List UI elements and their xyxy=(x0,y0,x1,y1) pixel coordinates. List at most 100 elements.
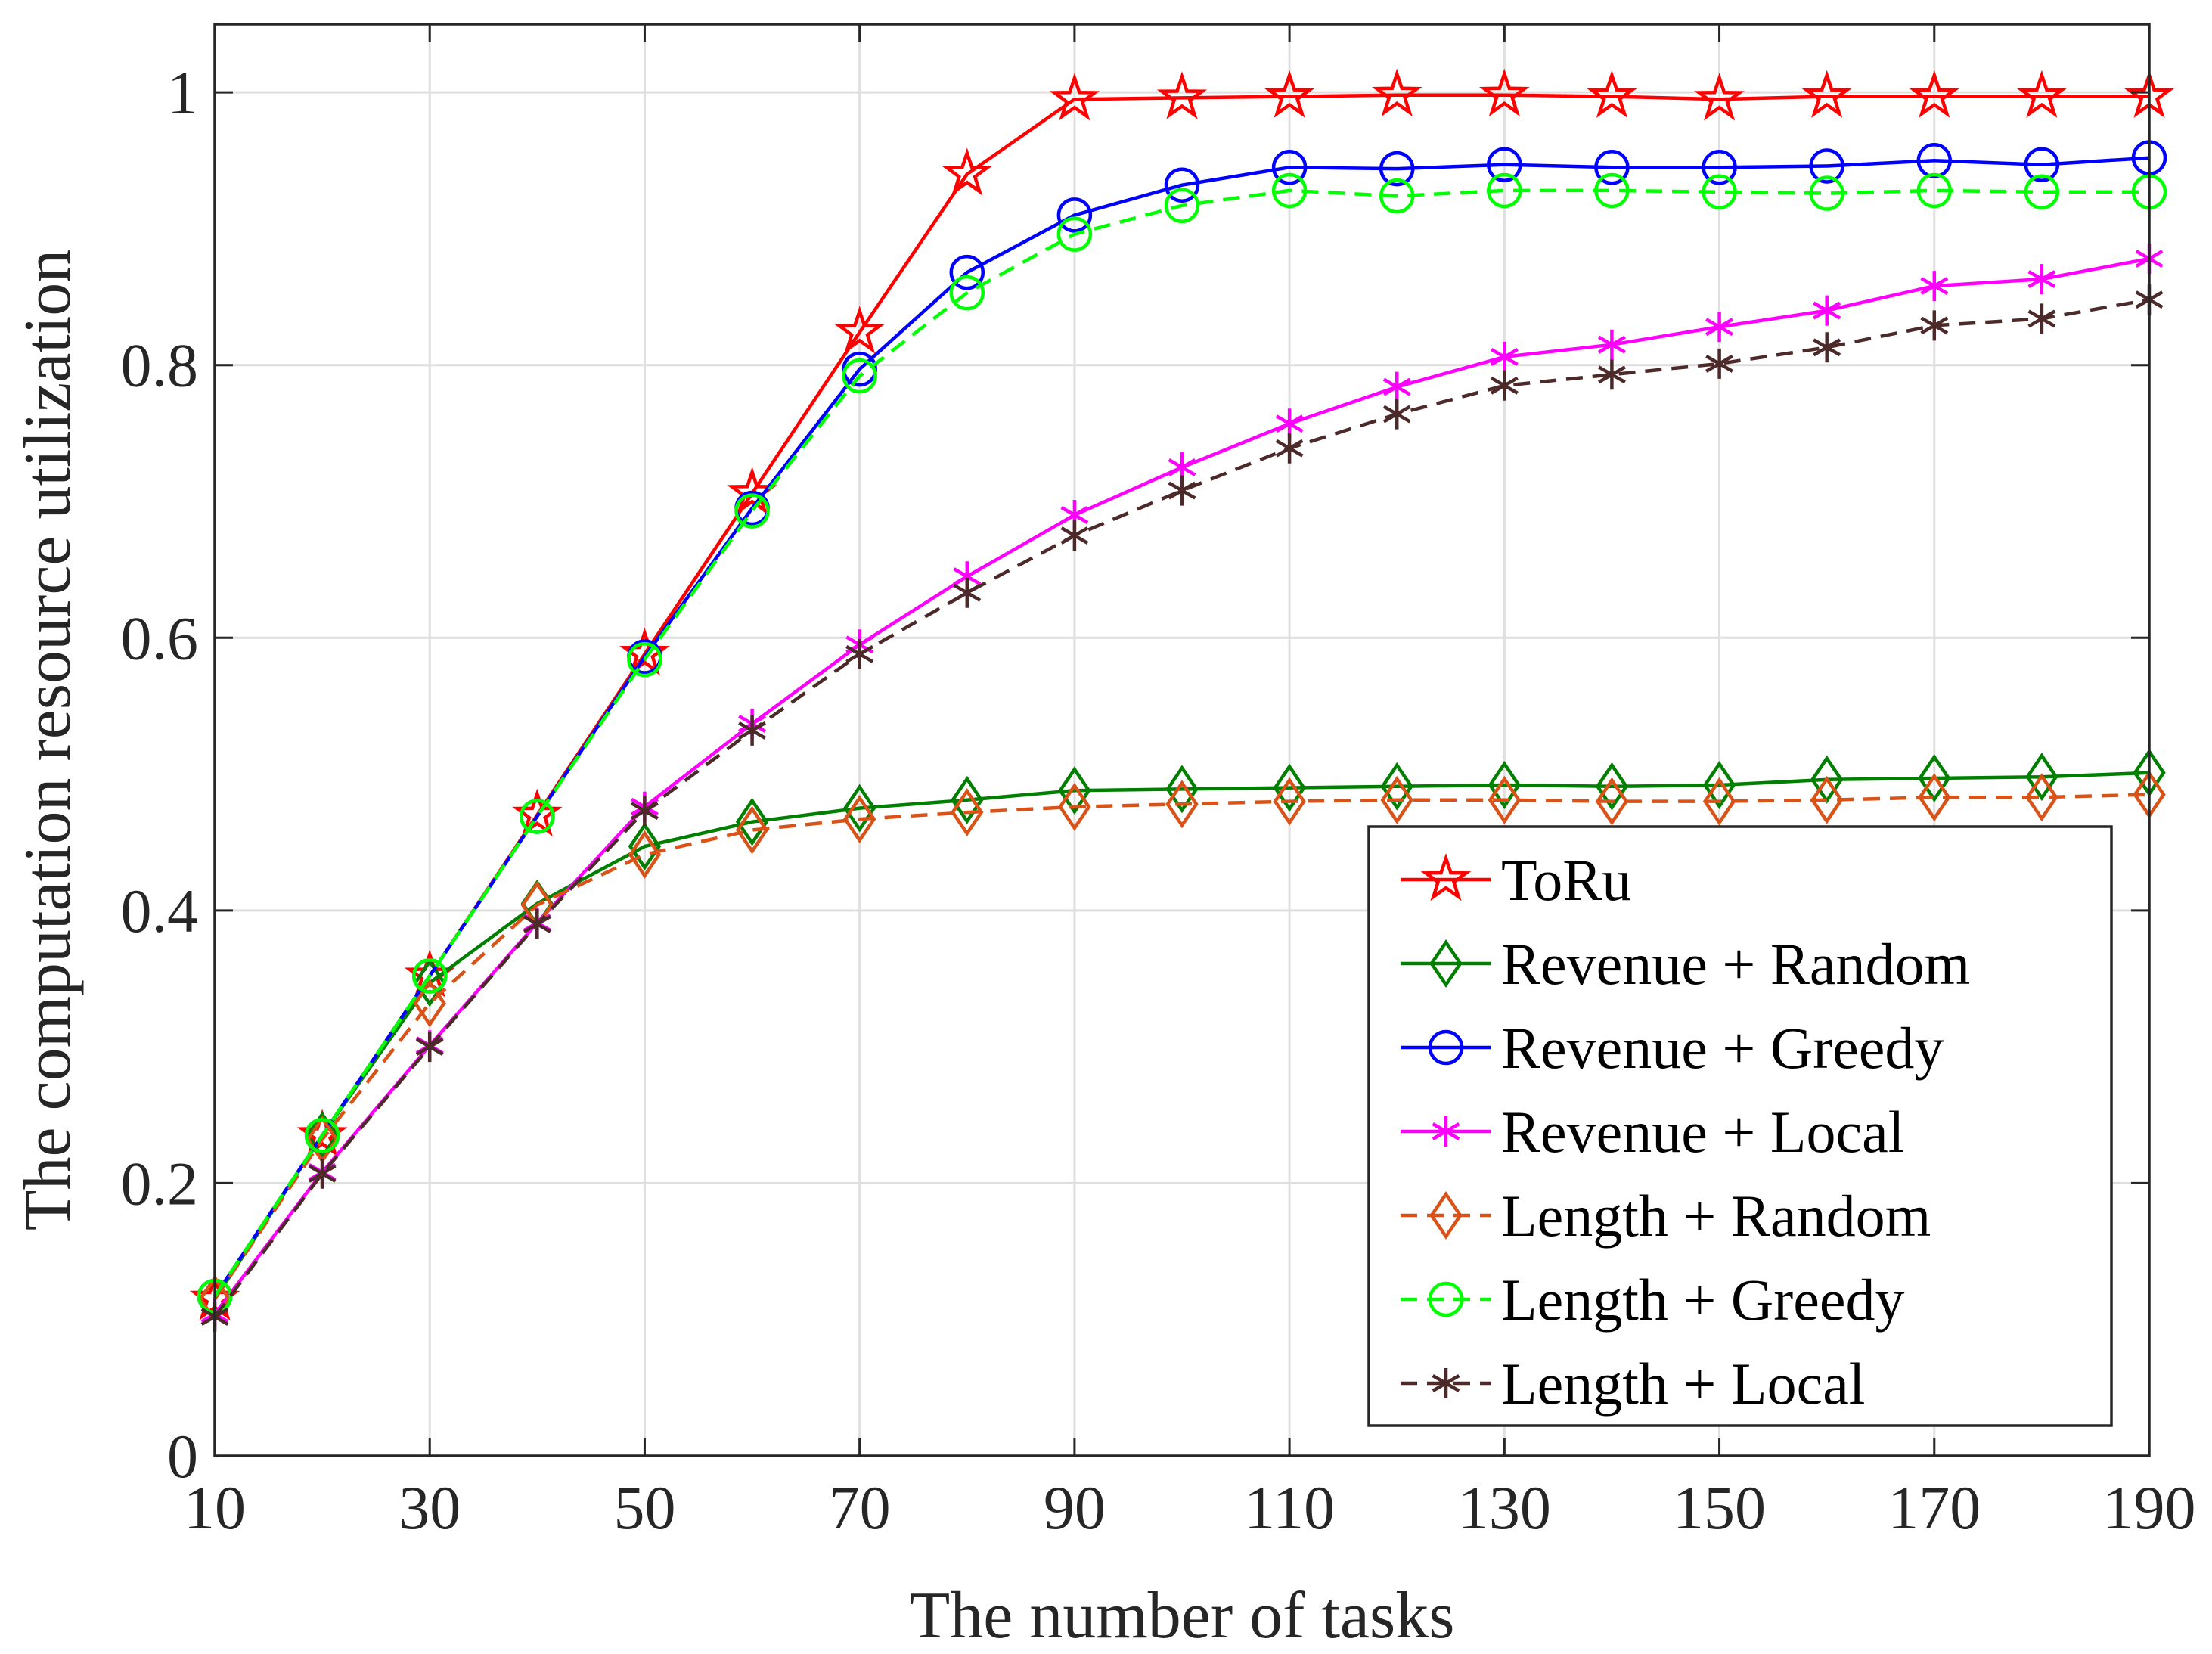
data-point-revenue-random xyxy=(413,958,446,1007)
legend: ToRu Revenue + Random Revenue + Greedy Reve… xyxy=(1367,825,2113,1427)
data-point-length-greedy xyxy=(734,493,770,529)
data-point-toru xyxy=(942,147,993,196)
series-line-length-greedy xyxy=(213,188,2149,1298)
data-point-length-greedy xyxy=(1809,175,1844,211)
series-line-revenue-greedy xyxy=(213,156,2150,1298)
data-point-length-local xyxy=(1168,475,1196,506)
data-point-toru xyxy=(1264,70,1315,118)
y-axis-label: The computation resource utilization xyxy=(11,250,85,1231)
data-point-toru xyxy=(1371,68,1422,117)
legend-label-length-greedy: Length + Greedy xyxy=(1501,1267,1904,1333)
data-point-length-greedy xyxy=(411,958,448,994)
x-tick-label: 150 xyxy=(1673,1473,1766,1542)
legend-label-revenue-greedy: Revenue + Greedy xyxy=(1501,1015,1944,1081)
data-point-length-greedy xyxy=(1702,174,1737,210)
data-point-length-random xyxy=(1810,775,1844,824)
data-point-length-random xyxy=(1488,775,1522,824)
x-axis-label: The number of tasks xyxy=(910,1579,1455,1652)
data-point-revenue-greedy xyxy=(1164,167,1200,203)
data-point-revenue-random xyxy=(951,775,984,824)
legend-marker-revenue-greedy xyxy=(1428,1029,1464,1066)
data-point-revenue-random xyxy=(1488,760,1522,809)
data-point-revenue-random xyxy=(1165,765,1199,814)
data-point-length-local xyxy=(738,715,767,746)
data-point-length-greedy xyxy=(1164,188,1200,224)
data-point-toru xyxy=(1156,71,1208,119)
series-line-length-random xyxy=(213,793,2150,1300)
x-tick-label: 70 xyxy=(829,1473,891,1542)
y-tick-label: 1 xyxy=(167,58,198,127)
y-tick-label: 0 xyxy=(167,1422,198,1491)
data-point-length-random xyxy=(413,979,446,1028)
legend-marker-length-greedy xyxy=(1428,1281,1464,1317)
legend-marker-length-random xyxy=(1429,1190,1463,1240)
data-point-toru xyxy=(619,627,670,676)
data-point-revenue-random xyxy=(306,1111,339,1160)
data-point-revenue-local xyxy=(1813,295,1841,326)
data-point-revenue-greedy xyxy=(1594,150,1630,185)
data-point-length-random xyxy=(2025,773,2058,822)
data-point-revenue-local xyxy=(1382,371,1411,402)
legend-label-length-random: Length + Random xyxy=(1501,1183,1931,1249)
data-point-revenue-greedy xyxy=(1379,151,1415,187)
data-point-length-local xyxy=(1597,359,1626,390)
data-point-length-greedy xyxy=(842,358,877,394)
x-tick-label: 190 xyxy=(2103,1473,2196,1542)
data-point-revenue-random xyxy=(1918,753,1951,802)
data-point-revenue-greedy xyxy=(1271,150,1308,185)
data-point-length-random xyxy=(1918,773,1951,822)
data-point-revenue-greedy xyxy=(1056,197,1093,233)
series-layer xyxy=(189,68,2175,1333)
legend-marker-revenue-random xyxy=(1429,939,1463,988)
data-point-length-random xyxy=(951,788,984,837)
legend-label-revenue-local: Revenue + Local xyxy=(1501,1099,1904,1165)
data-point-toru xyxy=(1801,70,1852,118)
data-point-length-local xyxy=(1490,370,1519,401)
data-point-length-local xyxy=(1705,348,1734,379)
data-point-length-greedy xyxy=(1379,178,1415,214)
data-point-revenue-random xyxy=(1273,763,1306,812)
data-point-revenue-random xyxy=(1702,760,1736,809)
data-point-length-local xyxy=(308,1158,337,1189)
data-point-length-greedy xyxy=(1916,172,1953,209)
data-point-toru xyxy=(1909,70,1960,118)
data-point-length-random xyxy=(1165,780,1199,829)
data-point-revenue-greedy xyxy=(1487,147,1522,182)
data-point-revenue-random xyxy=(628,822,662,871)
x-tick-label: 90 xyxy=(1044,1473,1106,1542)
data-point-length-local xyxy=(415,1032,444,1063)
data-point-length-random xyxy=(1702,777,1736,826)
data-point-revenue-greedy xyxy=(2024,147,2060,182)
legend-box xyxy=(1367,825,2113,1427)
data-point-toru xyxy=(1587,70,1637,118)
x-tick-label: 10 xyxy=(184,1473,246,1542)
data-point-length-greedy xyxy=(1056,216,1093,252)
data-point-toru xyxy=(1049,73,1100,121)
data-point-length-random xyxy=(842,795,876,844)
legend-marker-length-local xyxy=(1432,1368,1460,1398)
data-point-length-greedy xyxy=(1594,172,1630,209)
data-point-revenue-greedy xyxy=(1809,148,1844,184)
data-point-length-random xyxy=(628,830,662,879)
x-tick-label: 130 xyxy=(1458,1473,1551,1542)
axes: The number of tasks The computation reso… xyxy=(11,23,2196,1652)
legend-marker-toru xyxy=(1420,853,1472,901)
data-point-revenue-local xyxy=(1705,312,1734,343)
data-point-length-random xyxy=(1595,777,1629,826)
axes-box xyxy=(213,23,2151,1457)
data-point-length-greedy xyxy=(627,641,662,678)
x-tick-label: 110 xyxy=(1244,1473,1335,1542)
data-point-revenue-random xyxy=(2025,753,2058,802)
data-point-length-local xyxy=(523,908,551,939)
y-tick-label: 0.8 xyxy=(121,331,199,400)
legend-label-toru: ToRu xyxy=(1501,847,1631,913)
data-point-revenue-random xyxy=(1380,762,1413,811)
data-point-length-local xyxy=(630,796,659,827)
data-point-toru xyxy=(1694,73,1745,121)
data-point-revenue-local xyxy=(1597,329,1626,360)
y-tick-label: 0.6 xyxy=(121,604,199,672)
series-length-greedy xyxy=(197,172,2167,1314)
data-point-length-local xyxy=(1060,520,1089,551)
data-point-length-greedy xyxy=(1487,172,1522,209)
